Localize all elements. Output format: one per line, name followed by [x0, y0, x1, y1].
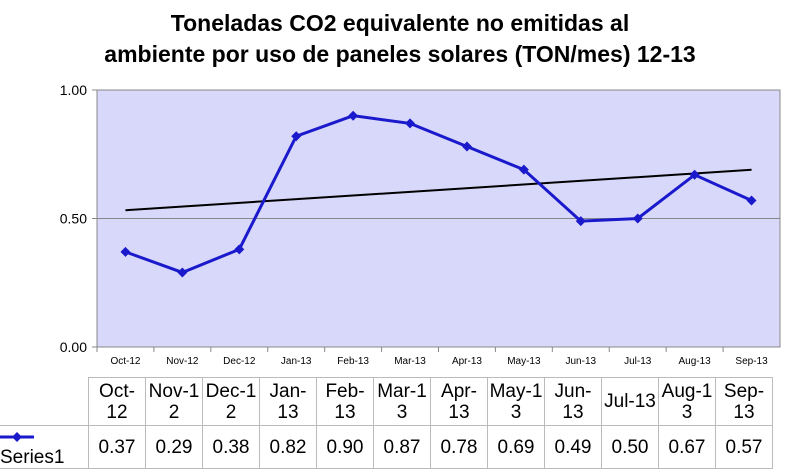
table-header-cell: Feb-13	[316, 377, 374, 426]
data-point	[632, 213, 643, 224]
table-header-cell: Aug-1 3	[658, 377, 716, 426]
table-value-cell: 0.29	[145, 425, 203, 469]
data-point	[177, 267, 188, 278]
x-tick-label: Mar-13	[394, 356, 426, 367]
x-tick-label: Sep-13	[735, 356, 768, 367]
table-value-cell: 0.37	[88, 425, 146, 469]
x-tick-label: Feb-13	[337, 356, 369, 367]
table-header-cell: Jun-13	[544, 377, 602, 426]
title-line-2: ambiente por uso de paneles solares (TON…	[104, 41, 696, 67]
data-point	[120, 246, 131, 257]
series-legend-cell: Series1	[0, 425, 89, 469]
table-value-cell: 0.38	[202, 425, 260, 469]
table-value-cell: 0.82	[259, 425, 317, 469]
x-tick-label: May-13	[507, 356, 541, 367]
table-value-cell: 0.50	[601, 425, 659, 469]
data-point	[461, 141, 472, 152]
x-tick-label: Jun-13	[566, 356, 597, 367]
series-line	[124, 114, 753, 275]
title-line-1: Toneladas CO2 equivalente no emitidas al	[170, 10, 630, 36]
x-tick-label: Aug-13	[679, 356, 712, 367]
table-value-cell: 0.69	[487, 425, 545, 469]
trendline	[125, 168, 752, 212]
data-point	[348, 110, 359, 121]
table-value-cell: 0.49	[544, 425, 602, 469]
table-header-cell: Jan-13	[259, 377, 317, 426]
table-value-cell: 0.87	[373, 425, 431, 469]
x-tick-label: Apr-13	[452, 356, 482, 367]
x-tick-label: Oct-12	[110, 356, 140, 367]
x-tick-label: Jan-13	[281, 356, 312, 367]
series-marker-icon	[0, 431, 34, 442]
table-corner	[0, 377, 89, 426]
plot-area: 0.00 0.50 1.00 Oct-12 Nov-12 Dec-12 Jan-13 Feb-…	[60, 82, 781, 367]
data-point	[746, 195, 757, 206]
y-tick-label: 1.00	[60, 82, 87, 98]
chart: Toneladas CO2 equivalente no emitidas al…	[0, 8, 800, 469]
series-name: Series1	[0, 447, 65, 468]
table-value-cell: 0.67	[658, 425, 716, 469]
table-header-cell: Dec-1 2	[202, 377, 260, 426]
data-point	[575, 216, 586, 227]
y-tick-label: 0.00	[60, 339, 87, 355]
table-header-cell: Oct-12	[88, 377, 146, 426]
data-point	[234, 244, 245, 255]
data-point	[689, 169, 700, 180]
x-tick-label: Nov-12	[166, 356, 199, 367]
x-tick-label: Dec-12	[223, 356, 256, 367]
table-header-cell: Nov-1 2	[145, 377, 203, 426]
data-point	[405, 118, 416, 129]
x-tick-label: Jul-13	[624, 356, 652, 367]
table-header-cell: Sep-13	[715, 377, 773, 426]
table-header-cell: Apr-13	[430, 377, 488, 426]
y-tick-label: 0.50	[60, 211, 87, 227]
table-value-cell: 0.78	[430, 425, 488, 469]
table-value-cell: 0.90	[316, 425, 374, 469]
data-point	[291, 131, 302, 142]
table-header-cell: Mar-1 3	[373, 377, 431, 426]
table-value-cell: 0.57	[715, 425, 773, 469]
table-header-cell: Jul-13	[601, 377, 659, 426]
chart-title: Toneladas CO2 equivalente no emitidas al…	[0, 8, 800, 70]
table-header-cell: May-1 3	[487, 377, 545, 426]
data-point	[518, 164, 529, 175]
